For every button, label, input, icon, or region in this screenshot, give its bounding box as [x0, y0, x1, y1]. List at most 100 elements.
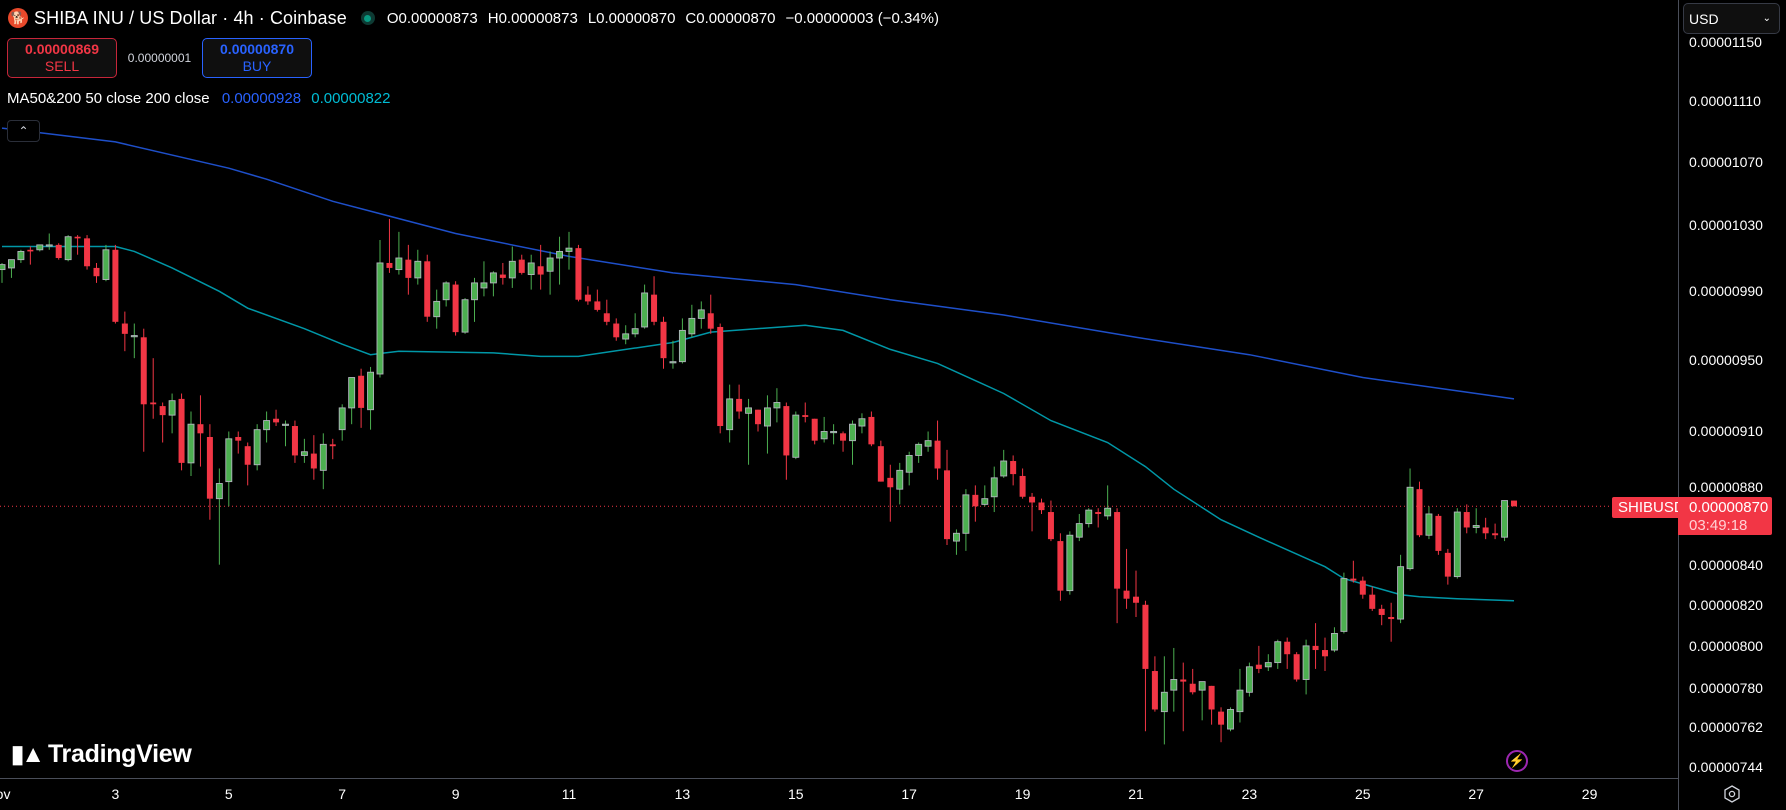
candle-down — [944, 449, 950, 545]
ma200-line — [1, 127, 1515, 400]
candle-body — [877, 446, 884, 482]
candle-body — [93, 267, 100, 277]
candle-down — [1511, 500, 1517, 507]
candle-body — [1444, 552, 1451, 577]
candle-body — [386, 262, 393, 268]
date-tick-label: 25 — [1355, 786, 1371, 802]
settings-hexagon-icon[interactable] — [1723, 785, 1741, 803]
candle-down — [206, 424, 213, 520]
candle-body — [811, 418, 818, 441]
ma50-line — [2, 245, 1515, 602]
candle-body — [168, 400, 176, 416]
candle-up — [0, 262, 6, 283]
candle-up — [367, 366, 374, 430]
candle-body — [140, 337, 147, 405]
candle-body — [27, 249, 34, 252]
candle-up — [773, 388, 781, 423]
candle-down — [1142, 600, 1149, 732]
candle-down — [386, 218, 393, 273]
candle-body — [329, 444, 336, 447]
candle-body — [556, 250, 563, 259]
candle-body — [840, 433, 847, 441]
candle-body — [1189, 683, 1196, 693]
chart-header: 🐕 SHIBA INU / US Dollar · 4h · Coinbase … — [8, 6, 939, 30]
candle-body — [7, 259, 15, 269]
candle-body — [74, 236, 81, 239]
candle-up — [1085, 508, 1093, 528]
candle-down — [594, 289, 601, 312]
high-value: 0.00000873 — [498, 9, 578, 27]
candle-body — [546, 257, 554, 272]
candle-body — [461, 299, 469, 333]
candle-down — [537, 244, 544, 290]
candle-body — [1095, 512, 1102, 514]
date-tick-label: 17 — [901, 786, 917, 802]
time-axis-divider — [0, 778, 1679, 779]
price-tick-label: 0.00000762 — [1689, 718, 1763, 735]
candle-up — [1000, 449, 1008, 478]
candle-body — [130, 335, 138, 338]
candle-down — [329, 438, 336, 460]
candle-body — [518, 259, 525, 273]
candle-body — [1501, 500, 1509, 538]
candle-up — [1501, 500, 1509, 542]
candle-up — [565, 231, 573, 270]
sell-label: SELL — [44, 58, 80, 74]
buy-button[interactable]: 0.00000870 BUY — [202, 38, 312, 78]
candle-down — [717, 323, 724, 434]
candle-body — [424, 261, 431, 317]
market-status-icon[interactable] — [360, 11, 375, 25]
candle-body — [820, 431, 828, 440]
candle-body — [263, 420, 271, 431]
candle-up — [726, 384, 734, 443]
candle-body — [319, 443, 327, 471]
indicator-legend[interactable]: MA50&200 50 close 200 close 0.00000928 0… — [7, 90, 390, 107]
candle-body — [1123, 590, 1130, 599]
candle-up — [990, 466, 998, 513]
candle-up — [225, 431, 233, 507]
candle-body — [1133, 596, 1139, 603]
candle-body — [1322, 650, 1328, 657]
candle-down — [1151, 656, 1158, 712]
price-tick-label: 0.00001030 — [1689, 217, 1763, 234]
date-tick-label: 21 — [1128, 786, 1144, 802]
chevron-up-icon: ⌃ — [18, 124, 29, 138]
date-tick-label: 23 — [1241, 786, 1258, 802]
candle-body — [0, 264, 6, 271]
candle-body — [669, 361, 677, 364]
price-tick-label: 0.00000950 — [1689, 351, 1763, 368]
candle-down — [1378, 604, 1385, 626]
currency-select[interactable]: USD ⌄ — [1683, 3, 1780, 34]
candle-body — [736, 398, 743, 412]
collapse-legend-button[interactable]: ⌃ — [7, 120, 40, 142]
candle-body — [84, 238, 91, 267]
candle-body — [1453, 511, 1461, 578]
candle-body — [1038, 502, 1045, 511]
candle-body — [1406, 486, 1414, 570]
price-tick-label: 0.00001070 — [1689, 153, 1763, 170]
candle-body — [594, 301, 601, 310]
candle-body — [1397, 566, 1405, 620]
date-tick-label: 9 — [451, 786, 460, 802]
price-chart[interactable] — [0, 0, 1678, 778]
candle-down — [651, 276, 658, 326]
candle-up — [1340, 572, 1348, 634]
tradingview-logo[interactable]: ▮▲ TradingView — [11, 740, 192, 769]
candle-up — [792, 411, 800, 460]
candle-body — [206, 436, 213, 499]
candle-body — [1388, 617, 1395, 620]
price-tick-label: 0.00000910 — [1689, 423, 1763, 440]
candle-body — [651, 294, 658, 322]
candle-down — [1435, 513, 1442, 555]
buy-label: BUY — [242, 58, 272, 74]
candle-up — [319, 433, 327, 490]
candle-body — [1227, 709, 1234, 730]
sell-button[interactable]: 0.00000869 SELL — [7, 38, 117, 78]
lightning-icon[interactable]: ⚡ — [1506, 750, 1528, 772]
candle-up — [1198, 681, 1206, 721]
candle-body — [244, 446, 251, 465]
candle-body — [1340, 578, 1348, 632]
candle-body — [215, 483, 223, 500]
candle-body — [150, 402, 157, 405]
symbol-title[interactable]: SHIBA INU / US Dollar · 4h · Coinbase — [34, 7, 347, 28]
